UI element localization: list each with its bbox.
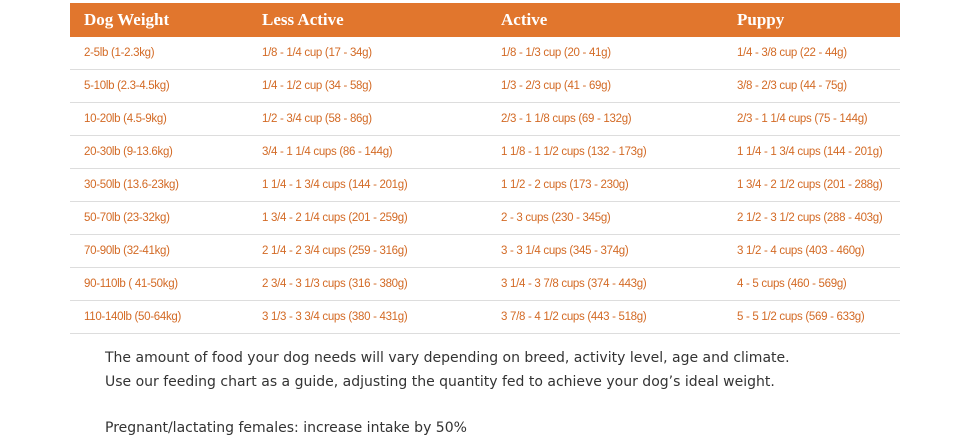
table-row: 110-140lb (50-64kg) 3 1/3 - 3 3/4 cups (3… xyxy=(70,300,900,334)
note: Use our feeding chart as a guide, adjust… xyxy=(105,374,775,390)
header-cell: Less Active xyxy=(248,3,487,37)
table-cell: 1/8 - 1/3 cup (20 - 41g) xyxy=(487,37,723,70)
table-cell: 1/4 - 1/2 cup (34 - 58g) xyxy=(248,69,487,103)
table-cell: 3 7/8 - 4 1/2 cups (443 - 518g) xyxy=(487,300,723,334)
table-cell: 1 1/8 - 1 1/2 cups (132 - 173g) xyxy=(487,135,723,169)
table-row: 70-90lb (32-41kg) 2 1/4 - 2 3/4 cups (259… xyxy=(70,234,900,268)
table-cell: 20-30lb (9-13.6kg) xyxy=(70,135,248,169)
note: Pregnant/lactating females: increase int… xyxy=(105,420,467,436)
table-row: 2-5lb (1-2.3kg) 1/8 - 1/4 cup (17 - 34g) 1… xyxy=(70,37,900,70)
table-cell: 3 1/4 - 3 7/8 cups (374 - 443g) xyxy=(487,267,723,301)
feeding-table: Dog Weight Less Active Active Puppy 2-5lb (… xyxy=(70,3,900,334)
table-row: 10-20lb (4.5-9kg) 1/2 - 3/4 cup (58 - 86g… xyxy=(70,102,900,136)
table-cell: 90-110lb ( 41-50kg) xyxy=(70,267,248,301)
header-cell: Active xyxy=(487,3,723,37)
table-row: 50-70lb (23-32kg) 1 3/4 - 2 1/4 cups (201… xyxy=(70,201,900,235)
table-cell: 3 1/2 - 4 cups (403 - 460g) xyxy=(723,234,900,268)
table-row: 5-10lb (2.3-4.5kg) 1/4 - 1/2 cup (34 - 58… xyxy=(70,69,900,103)
table-cell: 2/3 - 1 1/8 cups (69 - 132g) xyxy=(487,102,723,136)
table-cell: 2 1/2 - 3 1/2 cups (288 - 403g) xyxy=(723,201,900,235)
header-row: Dog Weight Less Active Active Puppy xyxy=(70,3,900,37)
table-cell: 3/4 - 1 1/4 cups (86 - 144g) xyxy=(248,135,487,169)
table-cell: 1/8 - 1/4 cup (17 - 34g) xyxy=(248,37,487,70)
table-cell: 4 - 5 cups (460 - 569g) xyxy=(723,267,900,301)
table-cell: 1 1/4 - 1 3/4 cups (144 - 201g) xyxy=(248,168,487,202)
table-cell: 70-90lb (32-41kg) xyxy=(70,234,248,268)
table-row: 30-50lb (13.6-23kg) 1 1/4 - 1 3/4 cups (1… xyxy=(70,168,900,202)
table-cell: 2 3/4 - 3 1/3 cups (316 - 380g) xyxy=(248,267,487,301)
table-cell: 1/4 - 3/8 cup (22 - 44g) xyxy=(723,37,900,70)
table-cell: 1/2 - 3/4 cup (58 - 86g) xyxy=(248,102,487,136)
table-cell: 1/3 - 2/3 cup (41 - 69g) xyxy=(487,69,723,103)
table-cell: 2 1/4 - 2 3/4 cups (259 - 316g) xyxy=(248,234,487,268)
table-cell: 110-140lb (50-64kg) xyxy=(70,300,248,334)
table-cell: 5-10lb (2.3-4.5kg) xyxy=(70,69,248,103)
table-cell: 3 1/3 - 3 3/4 cups (380 - 431g) xyxy=(248,300,487,334)
table-cell: 2/3 - 1 1/4 cups (75 - 144g) xyxy=(723,102,900,136)
table-cell: 2-5lb (1-2.3kg) xyxy=(70,37,248,70)
table-cell: 3/8 - 2/3 cup (44 - 75g) xyxy=(723,69,900,103)
table-cell: 2 - 3 cups (230 - 345g) xyxy=(487,201,723,235)
table-cell: 1 1/2 - 2 cups (173 - 230g) xyxy=(487,168,723,202)
table-cell: 10-20lb (4.5-9kg) xyxy=(70,102,248,136)
table-cell: 50-70lb (23-32kg) xyxy=(70,201,248,235)
table-cell: 1 1/4 - 1 3/4 cups (144 - 201g) xyxy=(723,135,900,169)
table-cell: 1 3/4 - 2 1/2 cups (201 - 288g) xyxy=(723,168,900,202)
table-row: 90-110lb ( 41-50kg) 2 3/4 - 3 1/3 cups (3… xyxy=(70,267,900,301)
table-cell: 30-50lb (13.6-23kg) xyxy=(70,168,248,202)
table-cell: 5 - 5 1/2 cups (569 - 633g) xyxy=(723,300,900,334)
table-cell: 3 - 3 1/4 cups (345 - 374g) xyxy=(487,234,723,268)
header-cell: Puppy xyxy=(723,3,900,37)
note: The amount of food your dog needs will v… xyxy=(105,350,790,366)
table-row: 20-30lb (9-13.6kg) 3/4 - 1 1/4 cups (86 -… xyxy=(70,135,900,169)
table-body: 2-5lb (1-2.3kg) 1/8 - 1/4 cup (17 - 34g) 1… xyxy=(70,37,900,334)
header-cell: Dog Weight xyxy=(70,3,248,37)
table-cell: 1 3/4 - 2 1/4 cups (201 - 259g) xyxy=(248,201,487,235)
